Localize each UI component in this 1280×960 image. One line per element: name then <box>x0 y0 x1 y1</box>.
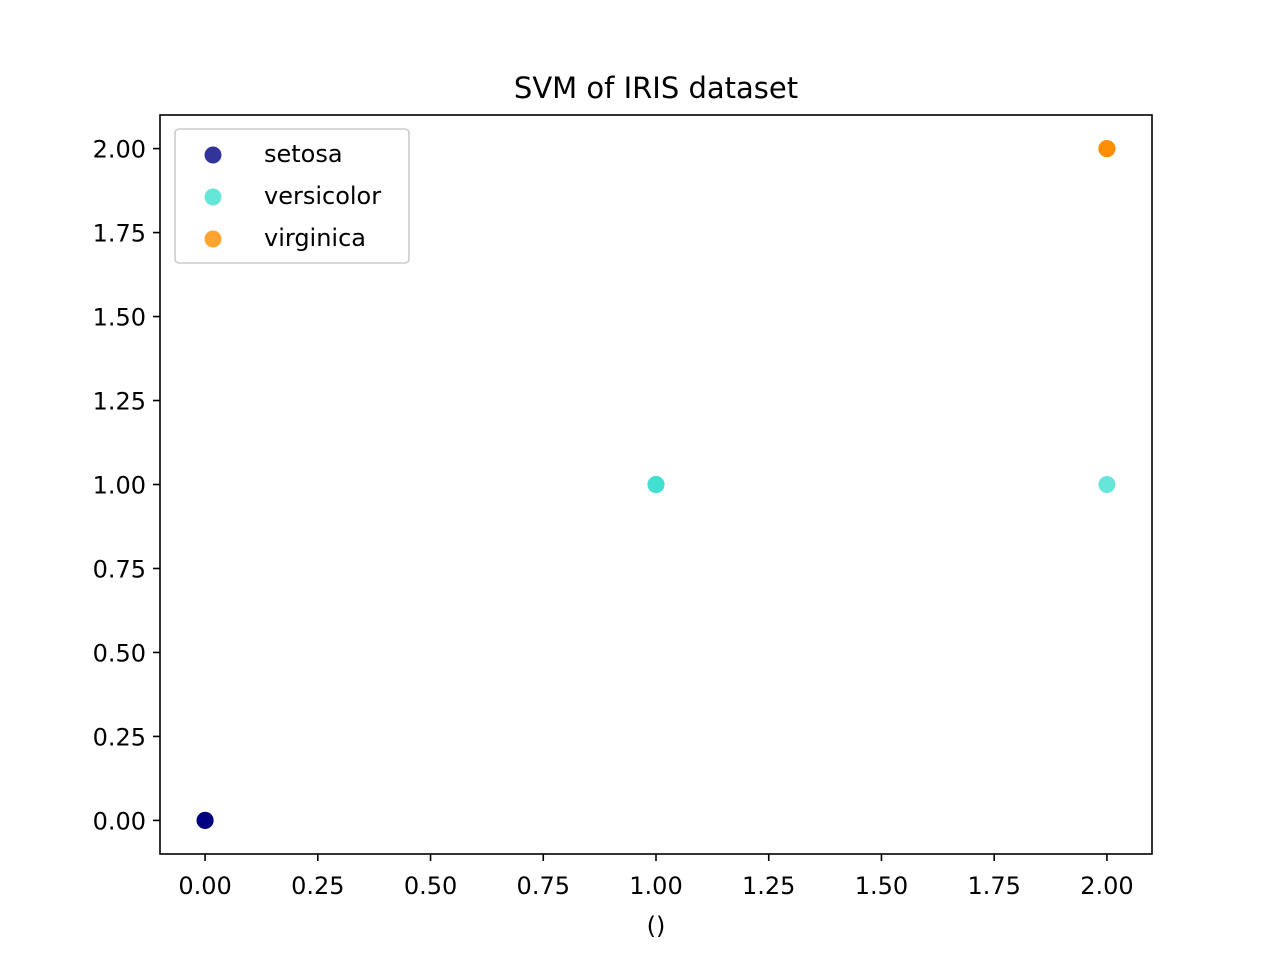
data-point-setosa <box>196 811 214 829</box>
data-points <box>196 140 1116 829</box>
x-tick-label: 0.50 <box>404 872 457 900</box>
legend-box <box>174 128 410 264</box>
legend-marker-versicolor <box>204 188 222 206</box>
y-tick-label: 0.25 <box>93 723 146 751</box>
x-tick-label: 1.50 <box>855 872 908 900</box>
legend-marker-virginica <box>204 230 222 248</box>
legend-marker-setosa <box>204 146 222 164</box>
x-tick-label: 1.75 <box>967 872 1020 900</box>
legend: setosa versicolor virginica <box>174 128 410 264</box>
data-point-versicolor <box>1098 476 1116 493</box>
data-point-virginica <box>1098 140 1116 158</box>
y-tick-label: 1.00 <box>93 472 146 500</box>
x-tick-label: 0.75 <box>517 872 570 900</box>
y-tick-label: 0.75 <box>93 555 146 583</box>
legend-label-versicolor: versicolor <box>264 182 381 210</box>
y-tick-label: 1.75 <box>93 220 146 248</box>
y-tick-label: 0.00 <box>93 807 146 835</box>
x-axis: 0.00 0.25 0.50 0.75 1.00 1.25 1.50 1.75 2.00 <box>178 854 1134 900</box>
data-point-versicolor <box>647 476 665 493</box>
plot-frame <box>159 114 1153 855</box>
x-tick-label: 2.00 <box>1080 872 1133 900</box>
chart-title: SVM of IRIS dataset <box>514 71 798 105</box>
x-axis-label: () <box>647 912 666 940</box>
x-tick-label: 1.25 <box>742 872 795 900</box>
y-axis: 0.00 0.25 0.50 0.75 1.00 1.25 1.50 1.75 2.00 <box>93 136 160 835</box>
x-tick-label: 0.00 <box>178 872 231 900</box>
legend-label-setosa: setosa <box>264 140 343 168</box>
y-tick-label: 2.00 <box>93 136 146 164</box>
y-tick-label: 1.25 <box>93 388 146 416</box>
legend-label-virginica: virginica <box>264 224 366 252</box>
y-tick-label: 0.50 <box>93 639 146 667</box>
y-tick-label: 1.50 <box>93 304 146 332</box>
x-tick-label: 1.00 <box>629 872 682 900</box>
x-tick-label: 0.25 <box>291 872 344 900</box>
